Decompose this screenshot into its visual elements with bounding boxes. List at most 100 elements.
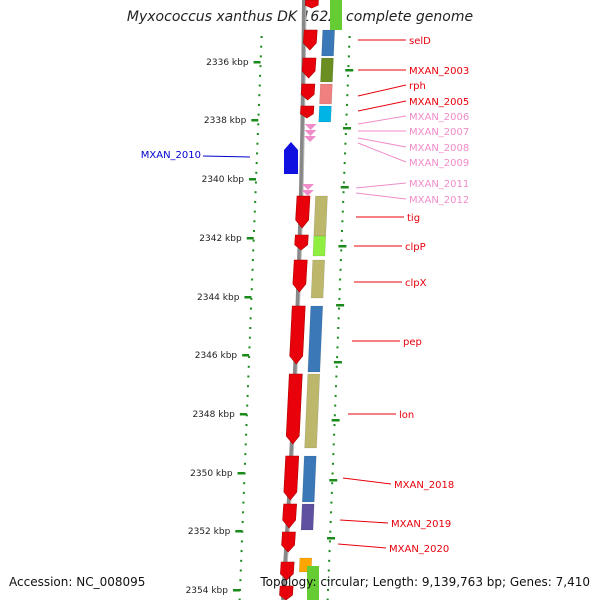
tick-dot <box>343 171 346 174</box>
tick-dot <box>254 191 257 194</box>
tick-dot <box>249 327 252 329</box>
label-leader-line <box>357 84 407 97</box>
gene-label: MXAN_2009 <box>409 158 469 169</box>
label-leader-line <box>357 115 407 125</box>
tick-dot <box>255 171 258 174</box>
tick-dot <box>339 259 342 262</box>
tick-dot <box>254 181 257 184</box>
tick-dot <box>340 239 343 242</box>
tick-label: 2342 kbp <box>199 234 242 244</box>
tick-major <box>235 530 243 533</box>
tick-major <box>239 413 247 416</box>
tick-dot <box>244 453 247 456</box>
gene-arrow <box>282 503 297 529</box>
label-leader-line <box>342 477 392 485</box>
tick-major <box>343 127 352 130</box>
tick-dot <box>248 356 251 359</box>
tick-dot <box>248 336 251 339</box>
tick-dot <box>238 598 241 600</box>
gene-label: MXAN_2018 <box>394 480 454 491</box>
tick-dot <box>255 162 258 165</box>
tick-dot <box>344 152 347 155</box>
tick-dot <box>337 327 340 329</box>
tick-dot <box>339 278 342 281</box>
tick-major <box>253 61 261 64</box>
tick-major <box>232 589 240 592</box>
tick-label: 2350 kbp <box>190 469 233 479</box>
tick-dot <box>251 268 254 271</box>
tick-label: 2344 kbp <box>197 293 240 303</box>
gene-label: MXAN_2008 <box>409 143 469 154</box>
tick-dot <box>345 103 348 106</box>
gene-arrow <box>301 57 317 79</box>
tick-dot <box>328 559 331 562</box>
tick-dot <box>259 55 262 58</box>
gene-arrow-small <box>304 130 317 136</box>
tick-major <box>251 119 259 122</box>
tick-major <box>244 296 252 299</box>
cog-bar <box>321 29 336 57</box>
tick-dot <box>260 36 263 38</box>
tick-dot <box>343 162 346 165</box>
tick-dot <box>241 521 244 523</box>
gene-label: MXAN_2006 <box>409 112 469 123</box>
tick-dot <box>244 443 247 446</box>
label-leader-line <box>355 182 407 189</box>
tick-dot <box>331 482 334 485</box>
tick-dot <box>245 433 248 436</box>
tick-major <box>327 537 336 540</box>
gene-layer <box>279 0 319 600</box>
tick-dot <box>335 375 338 378</box>
tick-dot <box>328 540 331 543</box>
tick-dot <box>333 424 336 426</box>
cog-bar <box>304 373 321 449</box>
gene-label: clpX <box>405 278 427 289</box>
tick-dot <box>335 365 338 368</box>
gene-arrow-small <box>304 124 317 130</box>
tick-dot <box>239 588 242 591</box>
cog-bar <box>320 57 334 83</box>
tick-label: 2348 kbp <box>192 410 235 420</box>
tick-dot <box>344 142 347 145</box>
tick-dot <box>332 453 335 456</box>
gene-label: MXAN_2019 <box>391 519 451 530</box>
tick-dot <box>334 404 337 407</box>
tick-major <box>336 304 345 307</box>
tick-dot <box>347 74 350 77</box>
tick-dot <box>246 404 249 407</box>
gene-arrow <box>285 373 303 445</box>
cog-bar <box>318 105 332 123</box>
cog-bar <box>319 83 333 105</box>
label-leader-line <box>357 137 407 148</box>
cog-bar <box>310 259 326 299</box>
tick-dot <box>338 288 341 291</box>
tick-dot <box>257 123 260 126</box>
tick-dot <box>346 84 349 87</box>
gene-arrow <box>295 195 311 229</box>
tick-dot <box>258 84 261 87</box>
tick-dot <box>250 307 253 310</box>
tick-dot <box>243 462 246 465</box>
tick-dot <box>327 579 330 582</box>
tick-dot <box>348 45 351 48</box>
tick-dot <box>338 297 341 300</box>
tick-dot <box>240 550 243 553</box>
tick-label: 2346 kbp <box>195 351 238 361</box>
tick-dot <box>345 113 348 116</box>
gene-arrow <box>300 83 316 101</box>
tick-dot <box>259 65 262 68</box>
tick-dot <box>344 133 347 135</box>
tick-major <box>340 186 349 189</box>
gene-arrow-small <box>304 136 317 142</box>
tick-dot <box>250 288 253 291</box>
tick-dot <box>253 230 256 232</box>
gene-arrow <box>304 0 319 9</box>
tick-major <box>237 472 245 475</box>
tick-label: 2338 kbp <box>204 116 247 126</box>
tick-dot <box>329 530 332 533</box>
tick-layer: 2336 kbp 2338 kbp 2340 kbp 2342 kbp 2344 kbp… <box>186 36 354 600</box>
tick-dot <box>252 239 255 242</box>
tick-dot <box>242 491 245 494</box>
